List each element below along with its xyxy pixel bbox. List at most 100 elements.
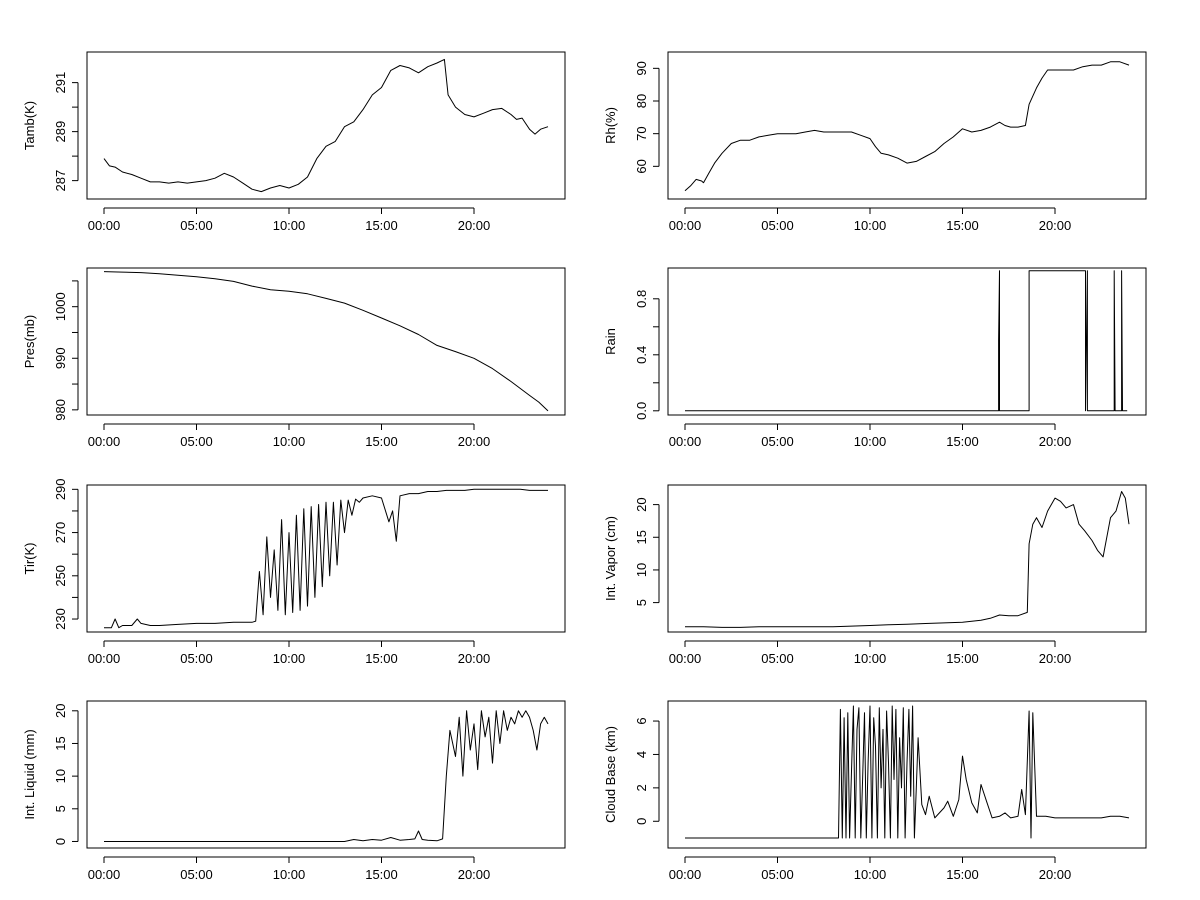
panel-6: 00:00 05:00 10:00 15:00 20:00 5 10 15 20 Int. Vap…	[603, 484, 1147, 666]
y-tick-label: 15	[53, 736, 68, 750]
panel-3: 00:00 05:00 10:00 15:00 20:00 980 990 1000 Pres(…	[22, 267, 566, 449]
x-tick-label: 15:00	[946, 434, 979, 449]
y-tick-label: 290	[53, 478, 68, 500]
x-tick-label: 10:00	[273, 218, 306, 233]
y-axis-title: Cloud Base (km)	[603, 726, 618, 823]
series-line	[685, 491, 1130, 628]
y-axis-title: Tir(K)	[22, 542, 37, 574]
y-axis-title: Tamb(K)	[22, 101, 37, 150]
y-tick-label: 10	[53, 769, 68, 783]
y-tick-label: 15	[634, 530, 649, 544]
y-tick-label: 80	[634, 94, 649, 108]
x-tick-label: 05:00	[761, 434, 794, 449]
series-line	[104, 488, 548, 629]
x-tick-label: 00:00	[88, 867, 121, 882]
x-tick-label: 05:00	[761, 651, 794, 666]
y-tick-label: 990	[53, 347, 68, 369]
y-axis-title: Rh(%)	[603, 107, 618, 144]
x-tick-label: 20:00	[1039, 867, 1072, 882]
panel-1: 00:00 05:00 10:00 15:00 20:00 287 289 291 Tamb(K…	[22, 51, 566, 233]
x-tick-label: 00:00	[88, 434, 121, 449]
y-axis-title: Pres(mb)	[22, 315, 37, 368]
y-tick-label: 70	[634, 126, 649, 140]
panel-2: 00:00 05:00 10:00 15:00 20:00 60 70 80 90 Rh(%)	[603, 51, 1147, 233]
x-tick-label: 00:00	[669, 434, 702, 449]
y-tick-label: 980	[53, 399, 68, 421]
x-tick-label: 10:00	[273, 434, 306, 449]
y-tick-label: 6	[634, 717, 649, 724]
x-tick-label: 05:00	[180, 867, 213, 882]
x-tick-label: 20:00	[458, 218, 491, 233]
y-tick-label: 60	[634, 159, 649, 173]
y-tick-label: 1000	[53, 292, 68, 321]
panel-5: 00:00 05:00 10:00 15:00 20:00 230 250 270 290 Tir…	[22, 478, 566, 666]
x-tick-label: 20:00	[458, 434, 491, 449]
plot-frame	[86, 700, 566, 849]
y-tick-label: 0.0	[634, 402, 649, 420]
x-tick-label: 05:00	[761, 867, 794, 882]
plot-frame	[667, 700, 1147, 849]
plot-frame	[86, 267, 566, 416]
plot-frame	[667, 51, 1147, 200]
x-tick-label: 00:00	[88, 218, 121, 233]
series-line	[103, 58, 549, 193]
panel-7: 00:00 05:00 10:00 15:00 20:00 0 5 10 15 20 Int. Li…	[22, 700, 566, 882]
x-tick-label: 15:00	[365, 434, 398, 449]
plot-frame	[667, 484, 1147, 633]
y-tick-label: 250	[53, 565, 68, 587]
x-tick-label: 10:00	[273, 651, 306, 666]
y-tick-label: 230	[53, 608, 68, 630]
y-tick-label: 20	[634, 497, 649, 511]
x-tick-label: 10:00	[854, 651, 887, 666]
y-tick-label: 0	[53, 838, 68, 845]
plot-frame	[86, 484, 566, 633]
y-tick-label: 0.8	[634, 290, 649, 308]
x-tick-label: 20:00	[1039, 434, 1072, 449]
y-tick-label: 20	[53, 704, 68, 718]
y-tick-label: 270	[53, 522, 68, 544]
x-tick-label: 05:00	[180, 651, 213, 666]
x-tick-label: 15:00	[946, 867, 979, 882]
x-tick-label: 15:00	[946, 218, 979, 233]
x-tick-label: 20:00	[458, 867, 491, 882]
panel-4: 00:00 05:00 10:00 15:00 20:00 0.0 0.4 0.8 Rain	[603, 267, 1147, 449]
x-tick-label: 00:00	[669, 218, 702, 233]
x-tick-label: 15:00	[946, 651, 979, 666]
x-tick-label: 10:00	[854, 867, 887, 882]
y-tick-label: 0.4	[634, 346, 649, 364]
x-tick-label: 05:00	[761, 218, 794, 233]
series-line	[684, 61, 1130, 192]
series-line	[685, 270, 1128, 412]
x-tick-label: 00:00	[669, 867, 702, 882]
x-tick-label: 00:00	[669, 651, 702, 666]
y-tick-label: 287	[53, 170, 68, 192]
x-tick-label: 20:00	[458, 651, 491, 666]
y-tick-label: 5	[53, 805, 68, 812]
y-axis-title: Int. Liquid (mm)	[22, 729, 37, 819]
x-tick-label: 20:00	[1039, 651, 1072, 666]
series-line	[104, 710, 549, 842]
x-tick-label: 20:00	[1039, 218, 1072, 233]
y-tick-label: 289	[53, 121, 68, 143]
x-tick-label: 15:00	[365, 867, 398, 882]
panel-8: 00:00 05:00 10:00 15:00 20:00 0 2 4 6 Cloud Base …	[603, 700, 1147, 882]
x-tick-label: 05:00	[180, 434, 213, 449]
x-tick-label: 10:00	[273, 867, 306, 882]
x-tick-label: 05:00	[180, 218, 213, 233]
y-tick-label: 0	[634, 818, 649, 825]
x-tick-label: 15:00	[365, 651, 398, 666]
y-tick-label: 5	[634, 599, 649, 606]
y-tick-label: 10	[634, 563, 649, 577]
y-tick-label: 4	[634, 751, 649, 758]
x-tick-label: 15:00	[365, 218, 398, 233]
plot-frame	[86, 51, 566, 200]
plot-frame	[667, 267, 1147, 416]
y-tick-label: 90	[634, 61, 649, 75]
x-tick-label: 00:00	[88, 651, 121, 666]
y-axis-title: Int. Vapor (cm)	[603, 516, 618, 601]
y-axis-title: Rain	[603, 328, 618, 355]
y-tick-label: 291	[53, 72, 68, 94]
y-tick-label: 2	[634, 784, 649, 791]
series-line	[685, 705, 1130, 839]
